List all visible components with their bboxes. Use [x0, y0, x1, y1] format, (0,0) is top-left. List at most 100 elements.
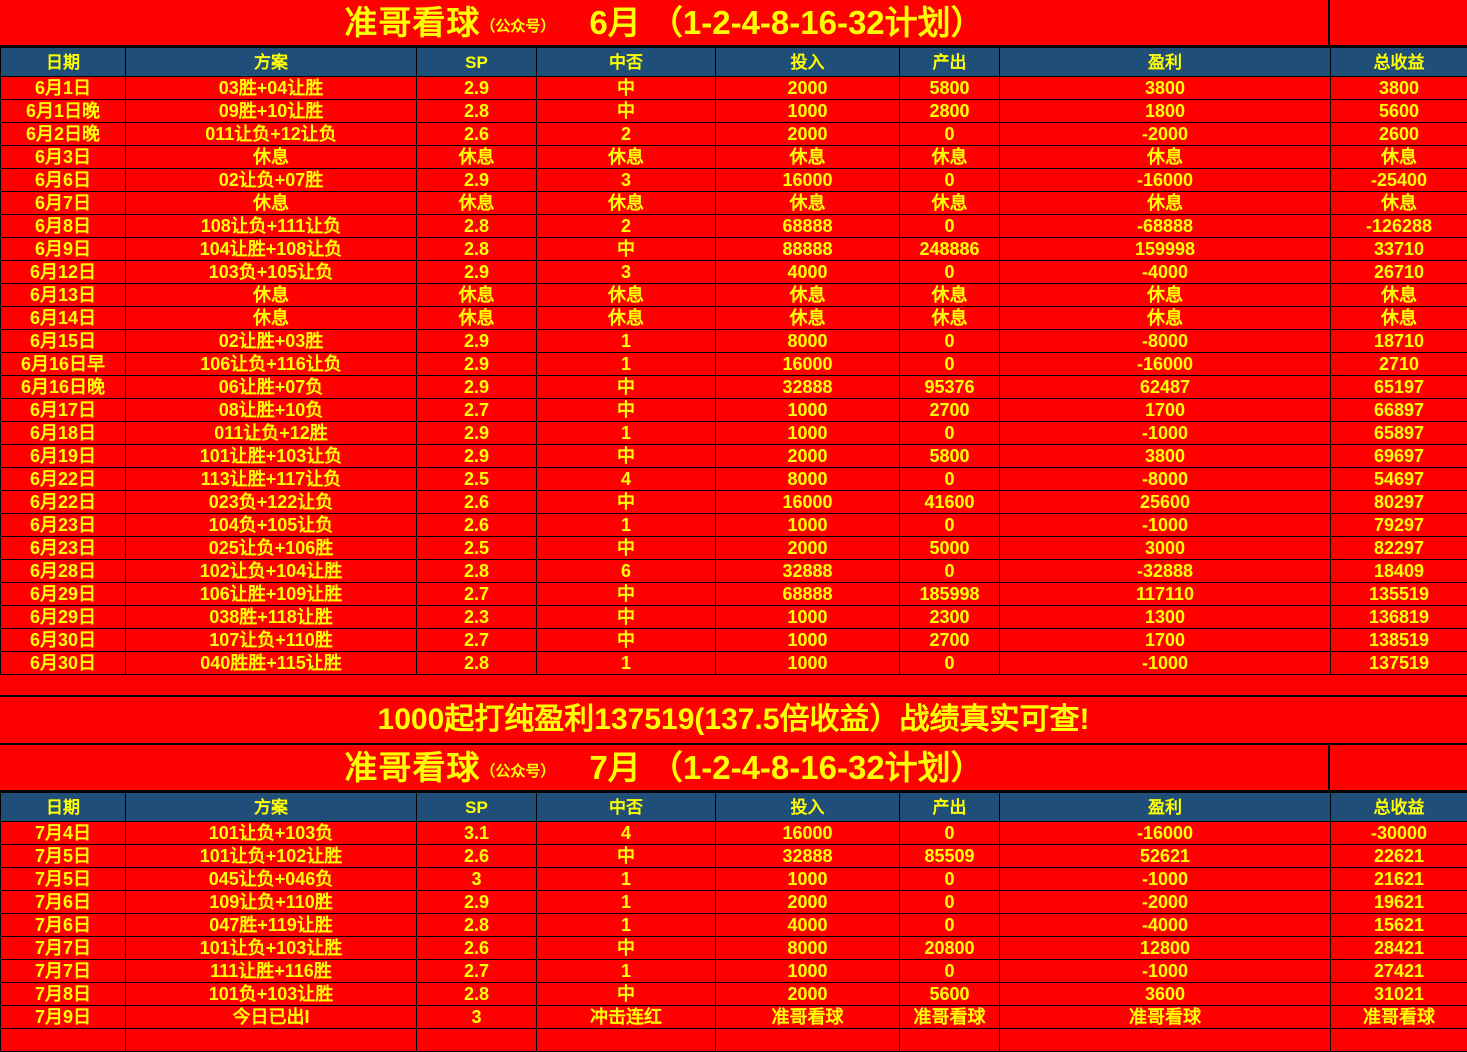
cell-sp: 休息 — [417, 307, 537, 330]
cell-total: 15621 — [1331, 914, 1467, 937]
cell-sp: 2.6 — [417, 514, 537, 537]
cell-sp: 2.8 — [417, 914, 537, 937]
cell-payout: 0 — [900, 822, 1000, 845]
cell-total: 21621 — [1331, 868, 1467, 891]
cell-blank — [417, 1029, 537, 1052]
cell-date: 6月7日 — [1, 192, 126, 215]
cell-payout: 248886 — [900, 238, 1000, 261]
col-header-hit: 中否 — [537, 48, 716, 77]
cell-payout: 休息 — [900, 307, 1000, 330]
cell-hit: 中 — [537, 376, 716, 399]
cell-stake: 32888 — [716, 376, 900, 399]
cell-profit: 52621 — [1000, 845, 1331, 868]
cell-sp: 2.6 — [417, 491, 537, 514]
col-header-profit: 盈利 — [1000, 793, 1331, 822]
cell-date: 7月5日 — [1, 868, 126, 891]
cell-sp: 2.8 — [417, 215, 537, 238]
cell-stake: 1000 — [716, 629, 900, 652]
cell-plan: 101负+103让胜 — [126, 983, 417, 1006]
promo-text: 1000起打纯盈利137519(137.5倍收益）战绩真实可查! — [378, 705, 1090, 735]
july-title-tail-cell — [1330, 745, 1467, 790]
cell-stake: 休息 — [716, 307, 900, 330]
cell-plan: 03胜+04让胜 — [126, 77, 417, 100]
cell-total: 休息 — [1331, 192, 1467, 215]
col-header-total: 总收益 — [1331, 793, 1467, 822]
spreadsheet-sheet: 准哥看球（公众号）6月 （1-2-4-8-16-32计划） 日期 方案 SP 中… — [0, 0, 1467, 1029]
cell-blank — [537, 1029, 716, 1052]
cell-total: 休息 — [1331, 307, 1467, 330]
cell-payout: 0 — [900, 514, 1000, 537]
cell-plan: 101让负+103让胜 — [126, 937, 417, 960]
cell-payout: 0 — [900, 169, 1000, 192]
cell-total: 休息 — [1331, 146, 1467, 169]
cell-plan: 08让胜+10负 — [126, 399, 417, 422]
cell-date: 6月23日 — [1, 537, 126, 560]
cell-plan: 休息 — [126, 284, 417, 307]
cell-stake: 16000 — [716, 353, 900, 376]
cell-plan: 011让负+12让负 — [126, 123, 417, 146]
cell-stake: 1000 — [716, 606, 900, 629]
brand-subtitle-july: （公众号） — [480, 764, 555, 779]
cell-date: 6月29日 — [1, 606, 126, 629]
cell-plan: 103负+105让负 — [126, 261, 417, 284]
cell-total: 66897 — [1331, 399, 1467, 422]
cell-hit: 休息 — [537, 307, 716, 330]
cell-date: 6月23日 — [1, 514, 126, 537]
cell-total: 79297 — [1331, 514, 1467, 537]
cell-sp: 2.5 — [417, 537, 537, 560]
cell-date: 6月1日晚 — [1, 100, 126, 123]
cell-plan: 108让负+111让负 — [126, 215, 417, 238]
cell-payout: 0 — [900, 422, 1000, 445]
cell-profit: -1000 — [1000, 422, 1331, 445]
cell-stake: 2000 — [716, 891, 900, 914]
cell-plan: 011让负+12胜 — [126, 422, 417, 445]
cell-hit: 2 — [537, 215, 716, 238]
cell-date: 7月9日 — [1, 1006, 126, 1029]
cell-hit: 中 — [537, 399, 716, 422]
cell-sp: 2.5 — [417, 468, 537, 491]
col-header-date: 日期 — [1, 793, 126, 822]
cell-blank — [900, 1029, 1000, 1052]
cell-stake: 2000 — [716, 983, 900, 1006]
cell-blank — [716, 1029, 900, 1052]
june-title-cell: 准哥看球（公众号）6月 （1-2-4-8-16-32计划） — [0, 0, 1330, 45]
cell-payout: 5800 — [900, 77, 1000, 100]
cell-total: 18409 — [1331, 560, 1467, 583]
cell-sp: 2.9 — [417, 376, 537, 399]
cell-plan: 104负+105让负 — [126, 514, 417, 537]
cell-profit: 休息 — [1000, 307, 1331, 330]
cell-hit: 1 — [537, 960, 716, 983]
cell-stake: 1000 — [716, 514, 900, 537]
cell-hit: 2 — [537, 123, 716, 146]
col-header-plan: 方案 — [126, 793, 417, 822]
cell-profit: -8000 — [1000, 330, 1331, 353]
col-header-date: 日期 — [1, 48, 126, 77]
cell-payout: 0 — [900, 652, 1000, 675]
cell-sp: 2.8 — [417, 652, 537, 675]
cell-total: 28421 — [1331, 937, 1467, 960]
cell-date: 6月2日晚 — [1, 123, 126, 146]
cell-date: 6月1日 — [1, 77, 126, 100]
cell-total: 27421 — [1331, 960, 1467, 983]
june-month-plan: 6月 （1-2-4-8-16-32计划） — [589, 6, 983, 39]
cell-date: 6月9日 — [1, 238, 126, 261]
cell-hit: 6 — [537, 560, 716, 583]
cell-date: 6月30日 — [1, 652, 126, 675]
cell-date: 6月3日 — [1, 146, 126, 169]
cell-profit: -4000 — [1000, 914, 1331, 937]
cell-total: 22621 — [1331, 845, 1467, 868]
cell-total: 2600 — [1331, 123, 1467, 146]
